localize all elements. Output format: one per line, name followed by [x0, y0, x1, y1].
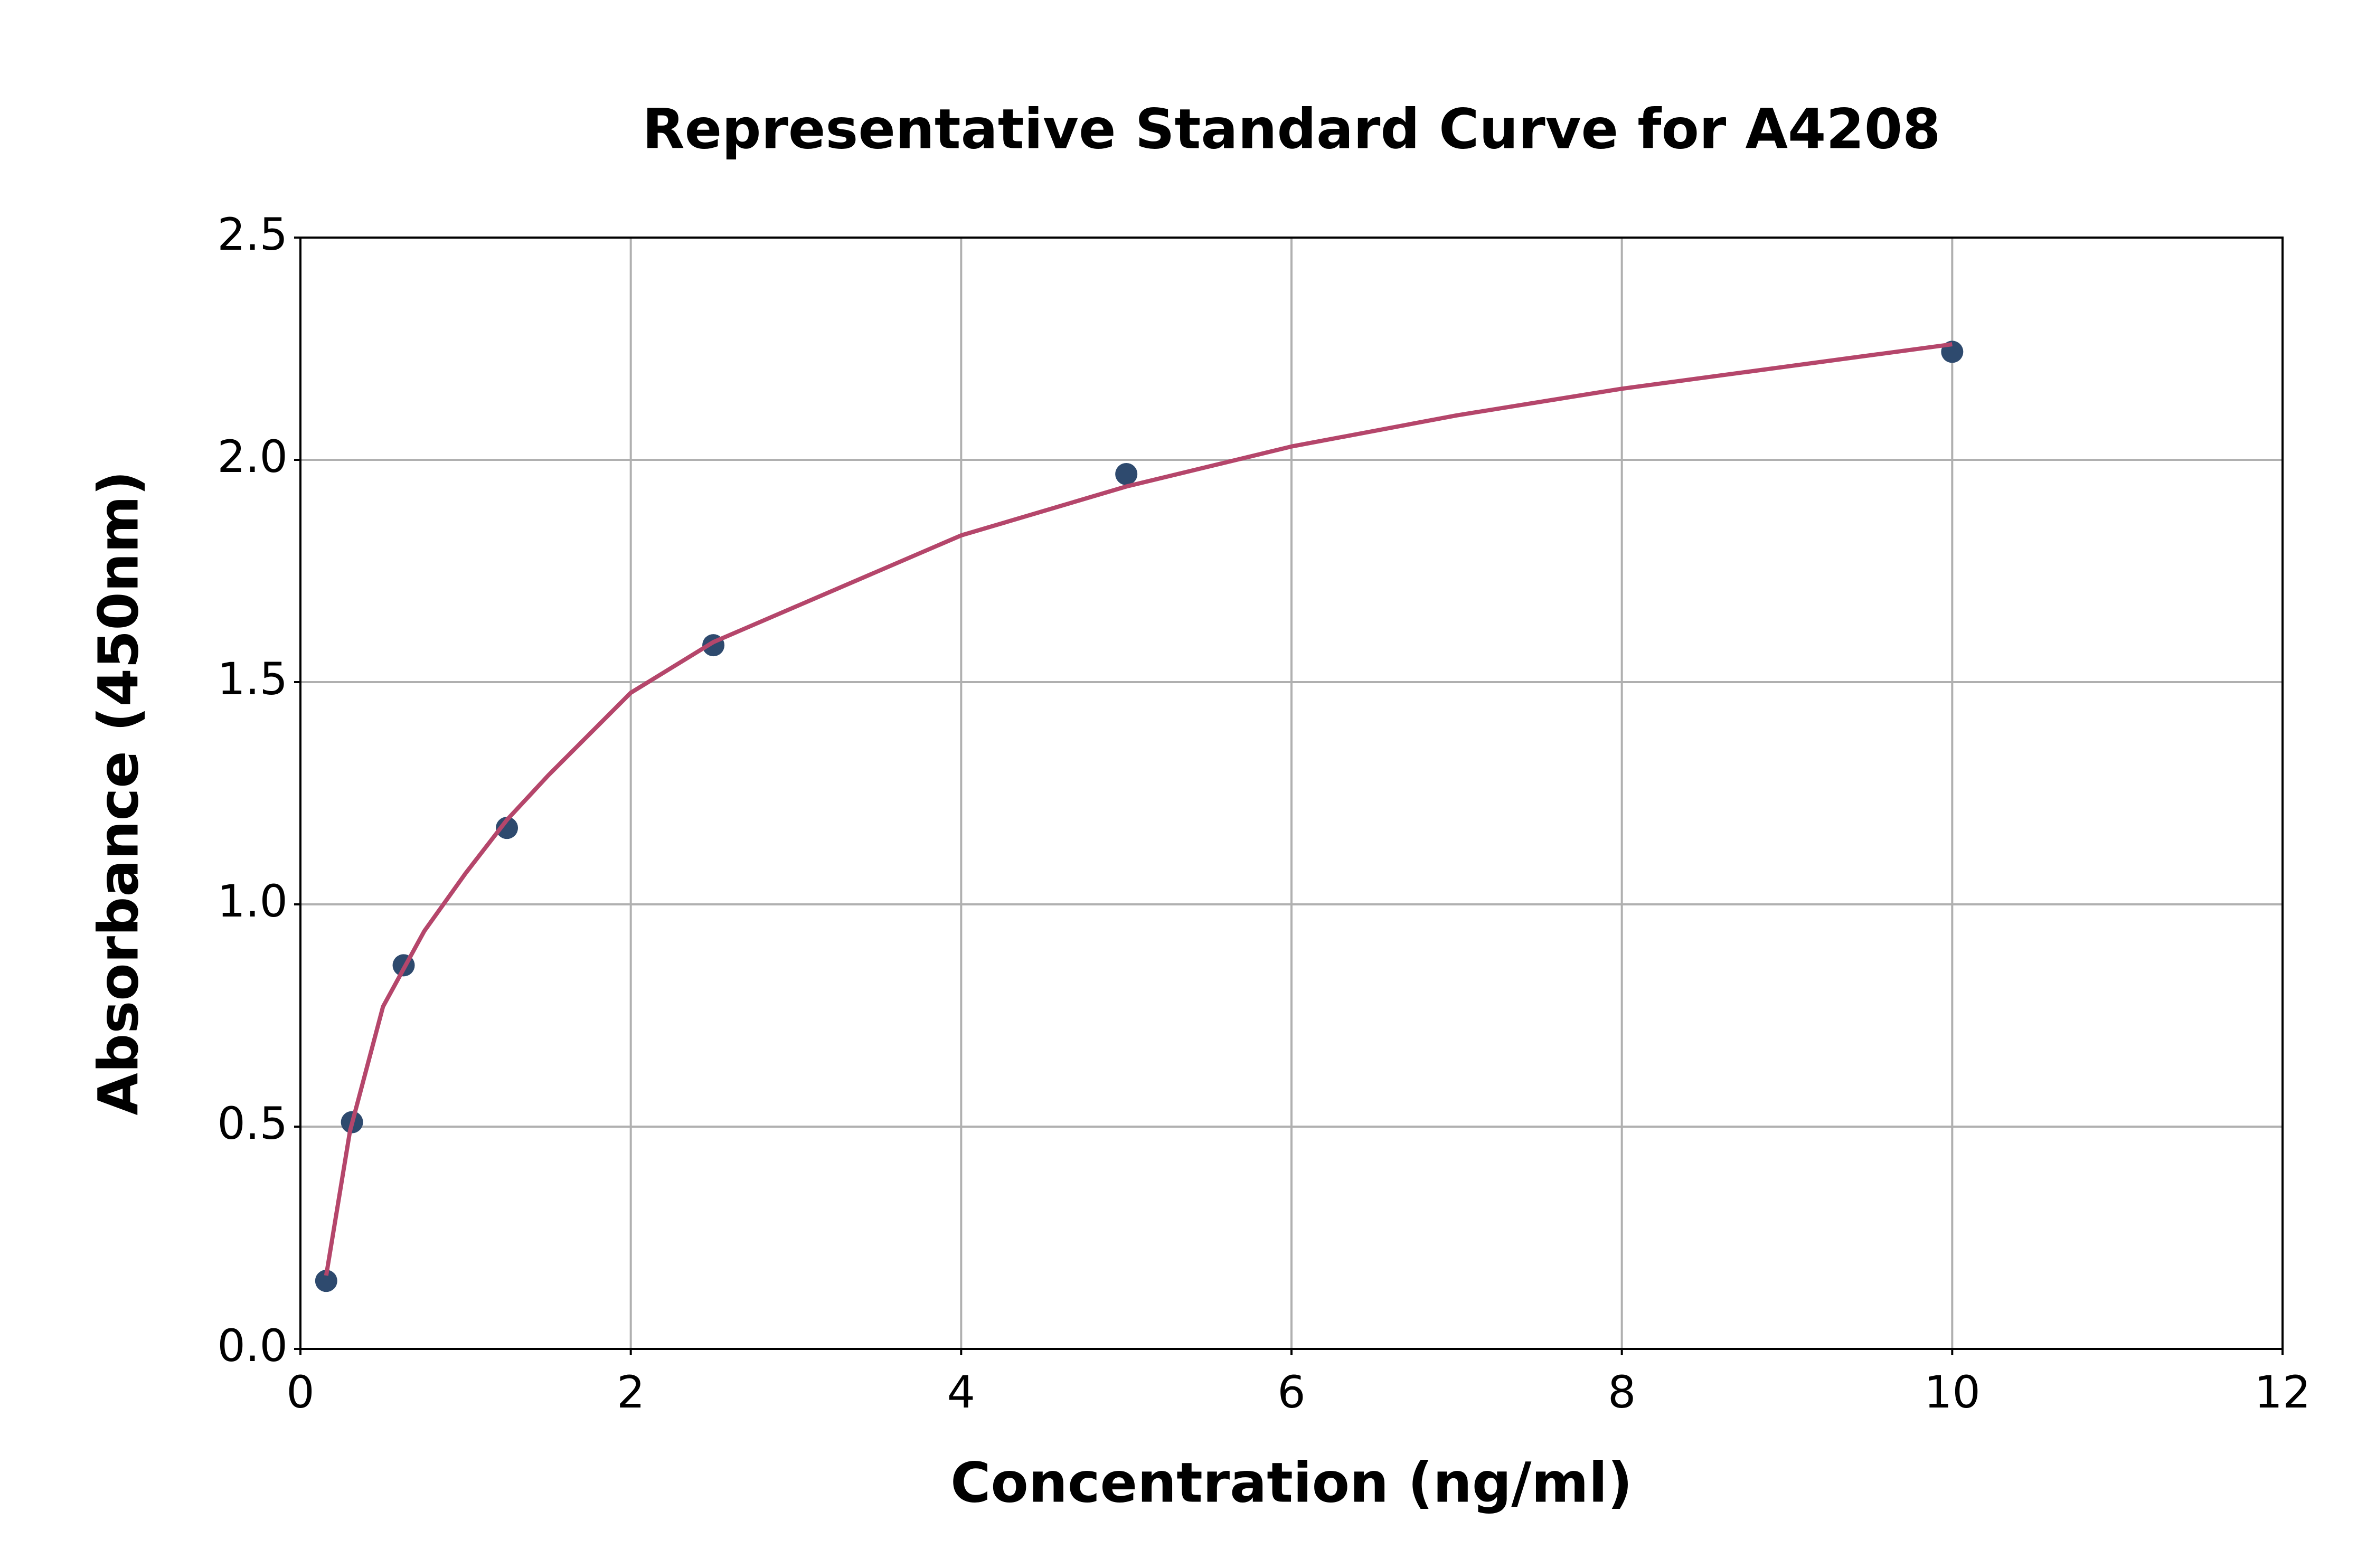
y-tick-label: 2.5 — [217, 209, 288, 260]
x-tick-label: 8 — [1608, 1366, 1636, 1418]
x-tick-label: 4 — [947, 1366, 975, 1418]
x-tick-label: 2 — [617, 1366, 645, 1418]
x-tick-label: 0 — [286, 1366, 314, 1418]
data-point — [1115, 462, 1138, 485]
y-tick-label: 0.0 — [217, 1320, 288, 1372]
y-axis-label: Absorbance (450nm) — [86, 470, 150, 1115]
y-tick-label: 1.0 — [217, 875, 288, 927]
x-tick-label: 6 — [1277, 1366, 1305, 1418]
y-tick-label: 1.5 — [217, 653, 288, 705]
y-tick-label: 2.0 — [217, 431, 288, 483]
plot-frame — [299, 237, 2284, 1350]
y-tick-label: 0.5 — [217, 1098, 288, 1149]
x-tick-label: 12 — [2255, 1366, 2311, 1418]
data-point — [315, 1270, 337, 1292]
chart-title: Representative Standard Curve for A4208 — [643, 97, 1941, 161]
data-point — [496, 817, 518, 839]
x-tick-label: 10 — [1924, 1366, 1981, 1418]
x-axis-label: Concentration (ng/ml) — [950, 1450, 1633, 1515]
fit-curve — [324, 342, 1953, 1276]
